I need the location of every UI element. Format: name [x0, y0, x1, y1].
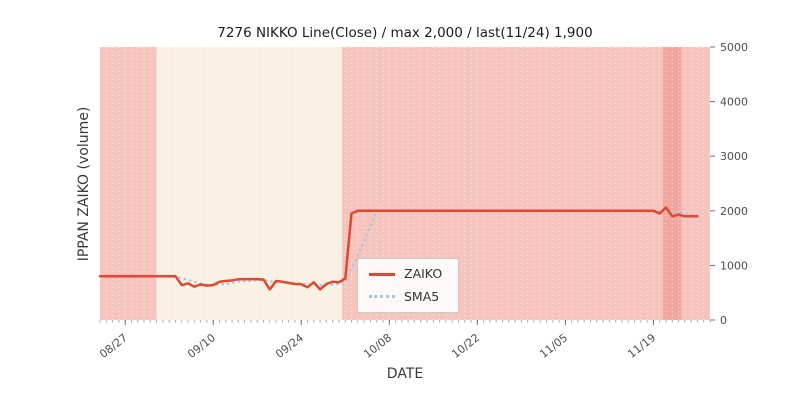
- gridlines: [99, 47, 711, 320]
- background-band: [100, 47, 157, 320]
- y-tick-label: 2000: [720, 205, 748, 218]
- background-band: [681, 47, 710, 320]
- y-tick-label: 5000: [720, 41, 748, 54]
- x-tick-label: 11/19: [625, 331, 658, 361]
- sma5-line-swatch: [369, 295, 395, 299]
- x-tick-label: 10/08: [361, 331, 394, 361]
- y-tick-label: 1000: [720, 259, 748, 272]
- x-tick-label: 10/22: [449, 331, 482, 361]
- legend-item-sma5: SMA5: [369, 288, 442, 304]
- chart-legend: ZAIKO SMA5: [357, 258, 460, 313]
- x-tick-label: 09/10: [185, 331, 218, 361]
- legend-label-zaiko: ZAIKO: [404, 266, 443, 281]
- y-tick-label: 3000: [720, 150, 748, 163]
- legend-item-zaiko: ZAIKO: [369, 266, 443, 281]
- x-axis-label: DATE: [386, 366, 424, 382]
- x-tick-label: 08/27: [97, 331, 130, 361]
- series-lines: [98, 206, 699, 291]
- x-tick-label: 09/24: [273, 331, 306, 361]
- x-tick-label: 11/05: [537, 331, 570, 361]
- y-tick-label: 0: [720, 314, 727, 327]
- legend-label-sma5: SMA5: [404, 288, 440, 304]
- chart-title: 7276 NIKKO Line(Close) / max 2,000 / las…: [217, 25, 593, 41]
- y-tick-label: 4000: [720, 96, 748, 109]
- zaiko-line-swatch: [369, 272, 395, 276]
- series-line-zaiko: [98, 206, 699, 291]
- y-axis-label: IPPAN ZAIKO (volume): [76, 106, 92, 262]
